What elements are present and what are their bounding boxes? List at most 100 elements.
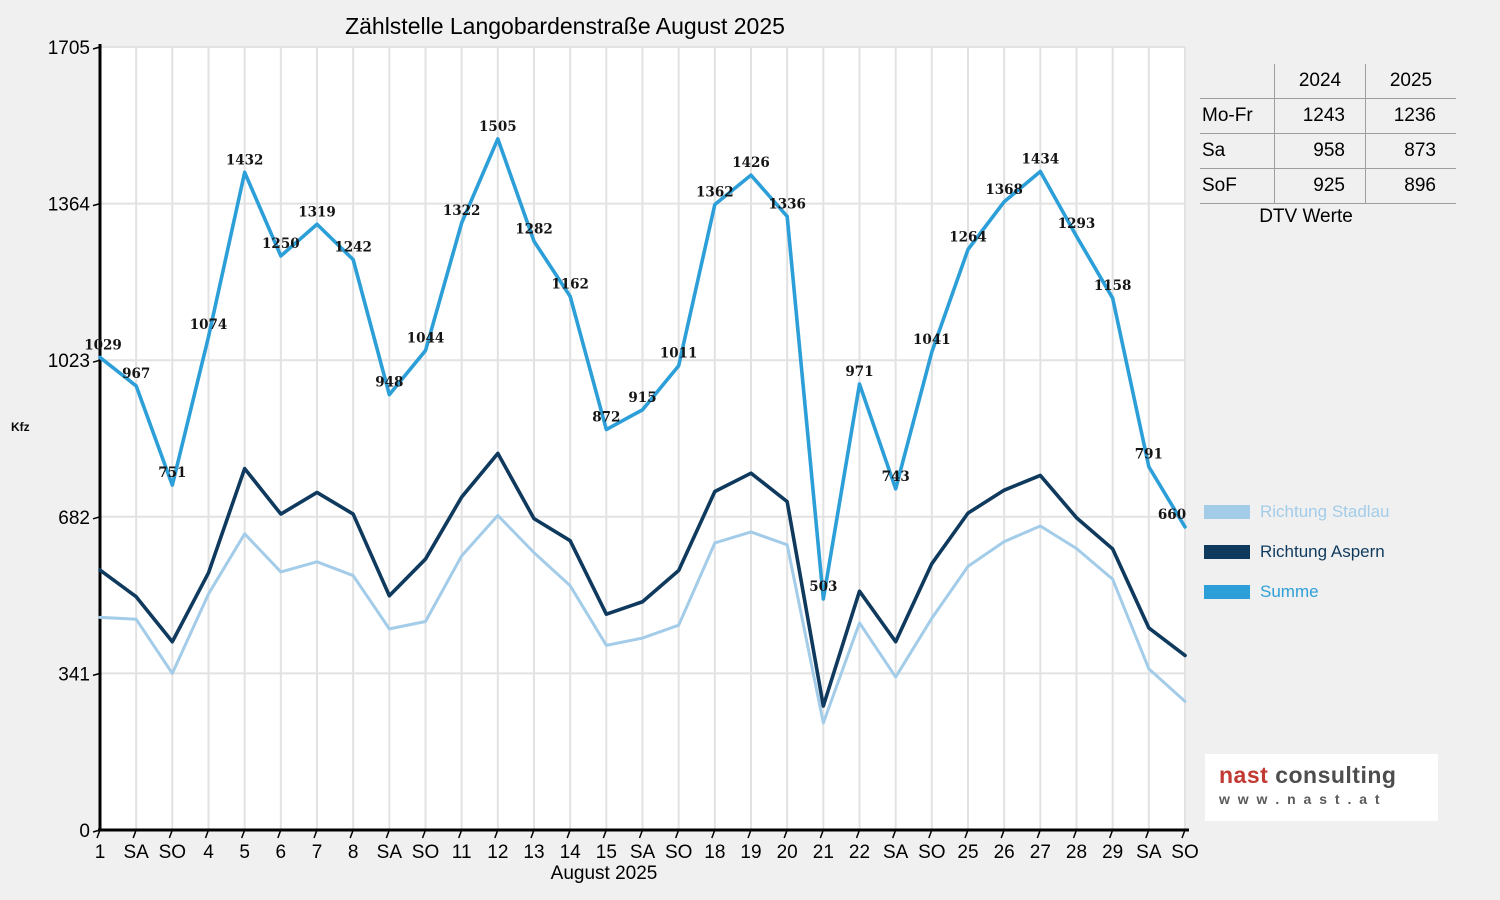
x-tick-label: SA [377,842,403,863]
data-label: 1264 [949,230,987,246]
y-axis-ticks: 0 341 682 1023 1364 1705 [48,38,101,842]
y-tick-label: 1705 [48,38,90,59]
x-tick-label: 21 [813,842,834,863]
nast-logo: nast consulting w w w . n a s t . a t [1205,754,1438,821]
x-tick-label: 27 [1030,842,1051,863]
y-tick-label: 341 [58,664,90,685]
x-tick-label: 6 [276,842,287,863]
data-label: 872 [592,410,620,426]
x-tick-label: 29 [1102,842,1123,863]
dtv-row-label: SoF [1200,168,1275,204]
x-tick-label: 8 [348,842,359,863]
data-label: 1319 [298,204,336,220]
x-axis-ticks: 1 SA SO 4 5 6 7 8 SA SO 11 12 13 14 15 SA SO 18 19 20 21 22 SA… [95,829,1199,863]
data-label: 503 [809,579,837,595]
dtv-value: 958 [1274,133,1366,169]
data-label: 743 [882,469,910,485]
chart-legend: Richtung Stadlau Richtung Aspern Summe [1204,492,1389,612]
legend-swatch-stadlau [1204,505,1250,519]
dtv-value: 1243 [1274,98,1366,134]
y-tick-label: 1023 [48,351,90,372]
x-tick-label: 14 [560,842,582,863]
y-axis-unit-label: Kfz [11,420,30,434]
data-label: 1362 [696,185,734,201]
x-tick-label: 7 [312,842,323,863]
dtv-value: 896 [1365,168,1456,204]
x-tick-label: 19 [740,842,761,863]
series-richtung-aspern [98,451,1187,708]
dtv-value: 873 [1365,133,1456,169]
dtv-header-2024: 2024 [1274,64,1366,99]
dtv-row-label: Mo-Fr [1200,98,1275,134]
data-label: 1322 [443,203,481,219]
series-summe [98,137,1187,601]
legend-item-stadlau: Richtung Stadlau [1204,492,1389,532]
legend-item-summe: Summe [1204,572,1389,612]
x-tick-label: 12 [487,842,508,863]
data-label: 967 [122,366,150,382]
x-tick-label: 18 [704,842,725,863]
x-tick-label: 20 [777,842,798,863]
dtv-header-row: 2024 2025 [1200,64,1456,99]
data-label: 1074 [190,317,228,333]
nast-brand-gray: consulting [1275,762,1397,788]
data-label: 948 [375,375,403,391]
dtv-row-label: Sa [1200,133,1275,169]
legend-swatch-summe [1204,585,1250,599]
x-tick-label: SO [665,842,692,863]
x-tick-label: SO [918,842,945,863]
dtv-table: 2024 2025 Mo-Fr 1243 1236 Sa 958 873 SoF… [1200,64,1456,204]
data-label: 1029 [84,337,122,353]
data-label: 1368 [985,182,1023,198]
data-label: 1158 [1094,278,1132,294]
dtv-row-mofr: Mo-Fr 1243 1236 [1200,98,1456,134]
x-tick-label: SO [412,842,439,863]
dtv-value: 1236 [1365,98,1456,134]
x-tick-label: SA [1136,842,1162,863]
dtv-value: 925 [1274,168,1366,204]
nast-url: w w w . n a s t . a t [1219,791,1382,808]
x-tick-label: 26 [994,842,1015,863]
legend-label: Richtung Aspern [1260,542,1385,561]
data-label: 751 [158,465,186,481]
x-tick-label: 25 [957,842,978,863]
data-label: 971 [845,364,873,380]
x-tick-label: SO [1171,842,1198,863]
x-tick-label: SO [159,842,186,863]
x-tick-label: SA [883,842,909,863]
dtv-table-caption: DTV Werte [1259,206,1353,227]
x-axis-title: August 2025 [550,863,658,884]
x-tick-label: 28 [1066,842,1087,863]
data-label: 1434 [1022,151,1060,167]
y-tick-label: 1364 [48,195,91,216]
x-tick-label: 22 [849,842,870,863]
data-label: 1242 [334,240,372,256]
legend-item-aspern: Richtung Aspern [1204,532,1389,572]
data-label: 1432 [226,152,264,168]
x-tick-label: 1 [95,842,106,863]
dtv-corner-cell [1200,64,1275,99]
series-richtung-stadlau [98,513,1187,725]
x-tick-label: SA [123,842,149,863]
legend-label: Richtung Stadlau [1260,502,1390,521]
data-label: 791 [1135,447,1163,463]
data-label: 1162 [551,276,589,292]
data-label: 1044 [407,331,445,347]
dtv-row-sa: Sa 958 873 [1200,133,1456,169]
nast-brand-red: nast [1219,762,1269,788]
data-label: 1336 [768,196,806,212]
x-tick-label: 15 [596,842,617,863]
x-tick-label: 13 [523,842,544,863]
data-label: 915 [628,390,656,406]
y-tick-label: 682 [58,508,90,529]
dtv-header-2025: 2025 [1365,64,1456,99]
data-label: 1293 [1058,216,1096,232]
data-label: 1041 [913,332,951,348]
y-tick-label: 0 [79,821,90,842]
nast-logo-wordmark: nast consulting [1219,762,1438,788]
axes [98,44,1189,832]
x-tick-label: 11 [452,842,472,863]
